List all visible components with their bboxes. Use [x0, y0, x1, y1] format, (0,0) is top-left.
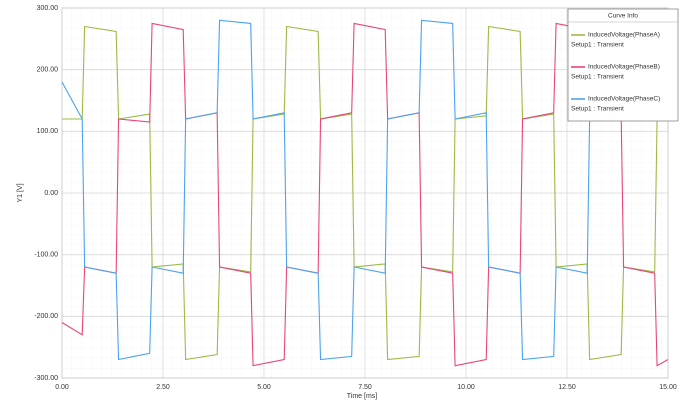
legend-setup: Setup1 : Transient	[571, 42, 624, 49]
y-tick-label: 100.00	[37, 128, 59, 135]
y-tick-label: 0.00	[44, 190, 58, 197]
legend-box	[567, 8, 679, 122]
legend-setup: Setup1 : Transient	[571, 106, 624, 113]
y-tick-label: -300.00	[34, 375, 58, 382]
x-tick-label: 0.00	[55, 384, 69, 391]
series-line	[61, 19, 669, 361]
y-tick-label: -100.00	[34, 252, 58, 259]
legend-setup: Setup1 : Transient	[571, 74, 624, 81]
series-line	[62, 25, 669, 361]
y-tick-label: 200.00	[37, 67, 59, 74]
x-tick-label: 10.00	[457, 384, 475, 391]
x-axis-label: Time [ms]	[347, 393, 378, 400]
x-tick-label: 15.00	[659, 384, 677, 391]
legend-label: InducedVoltage(PhaseB)	[588, 64, 660, 71]
legend-label: InducedVoltage(PhaseA)	[588, 32, 660, 39]
legend-label: InducedVoltage(PhaseC)	[588, 96, 660, 103]
x-tick-label: 5.00	[257, 384, 271, 391]
x-tick-label: 12.50	[558, 384, 576, 391]
y-tick-label: 300.00	[37, 5, 59, 12]
y-axis-label: Y1 [V]	[17, 183, 24, 202]
legend: Curve Info InducedVoltage(PhaseA) Setup1 :…	[567, 8, 679, 122]
x-tick-label: 7.50	[358, 384, 372, 391]
y-tick-label: -200.00	[34, 313, 58, 320]
x-tick-label: 2.50	[156, 384, 170, 391]
legend-title: Curve Info	[608, 13, 638, 20]
